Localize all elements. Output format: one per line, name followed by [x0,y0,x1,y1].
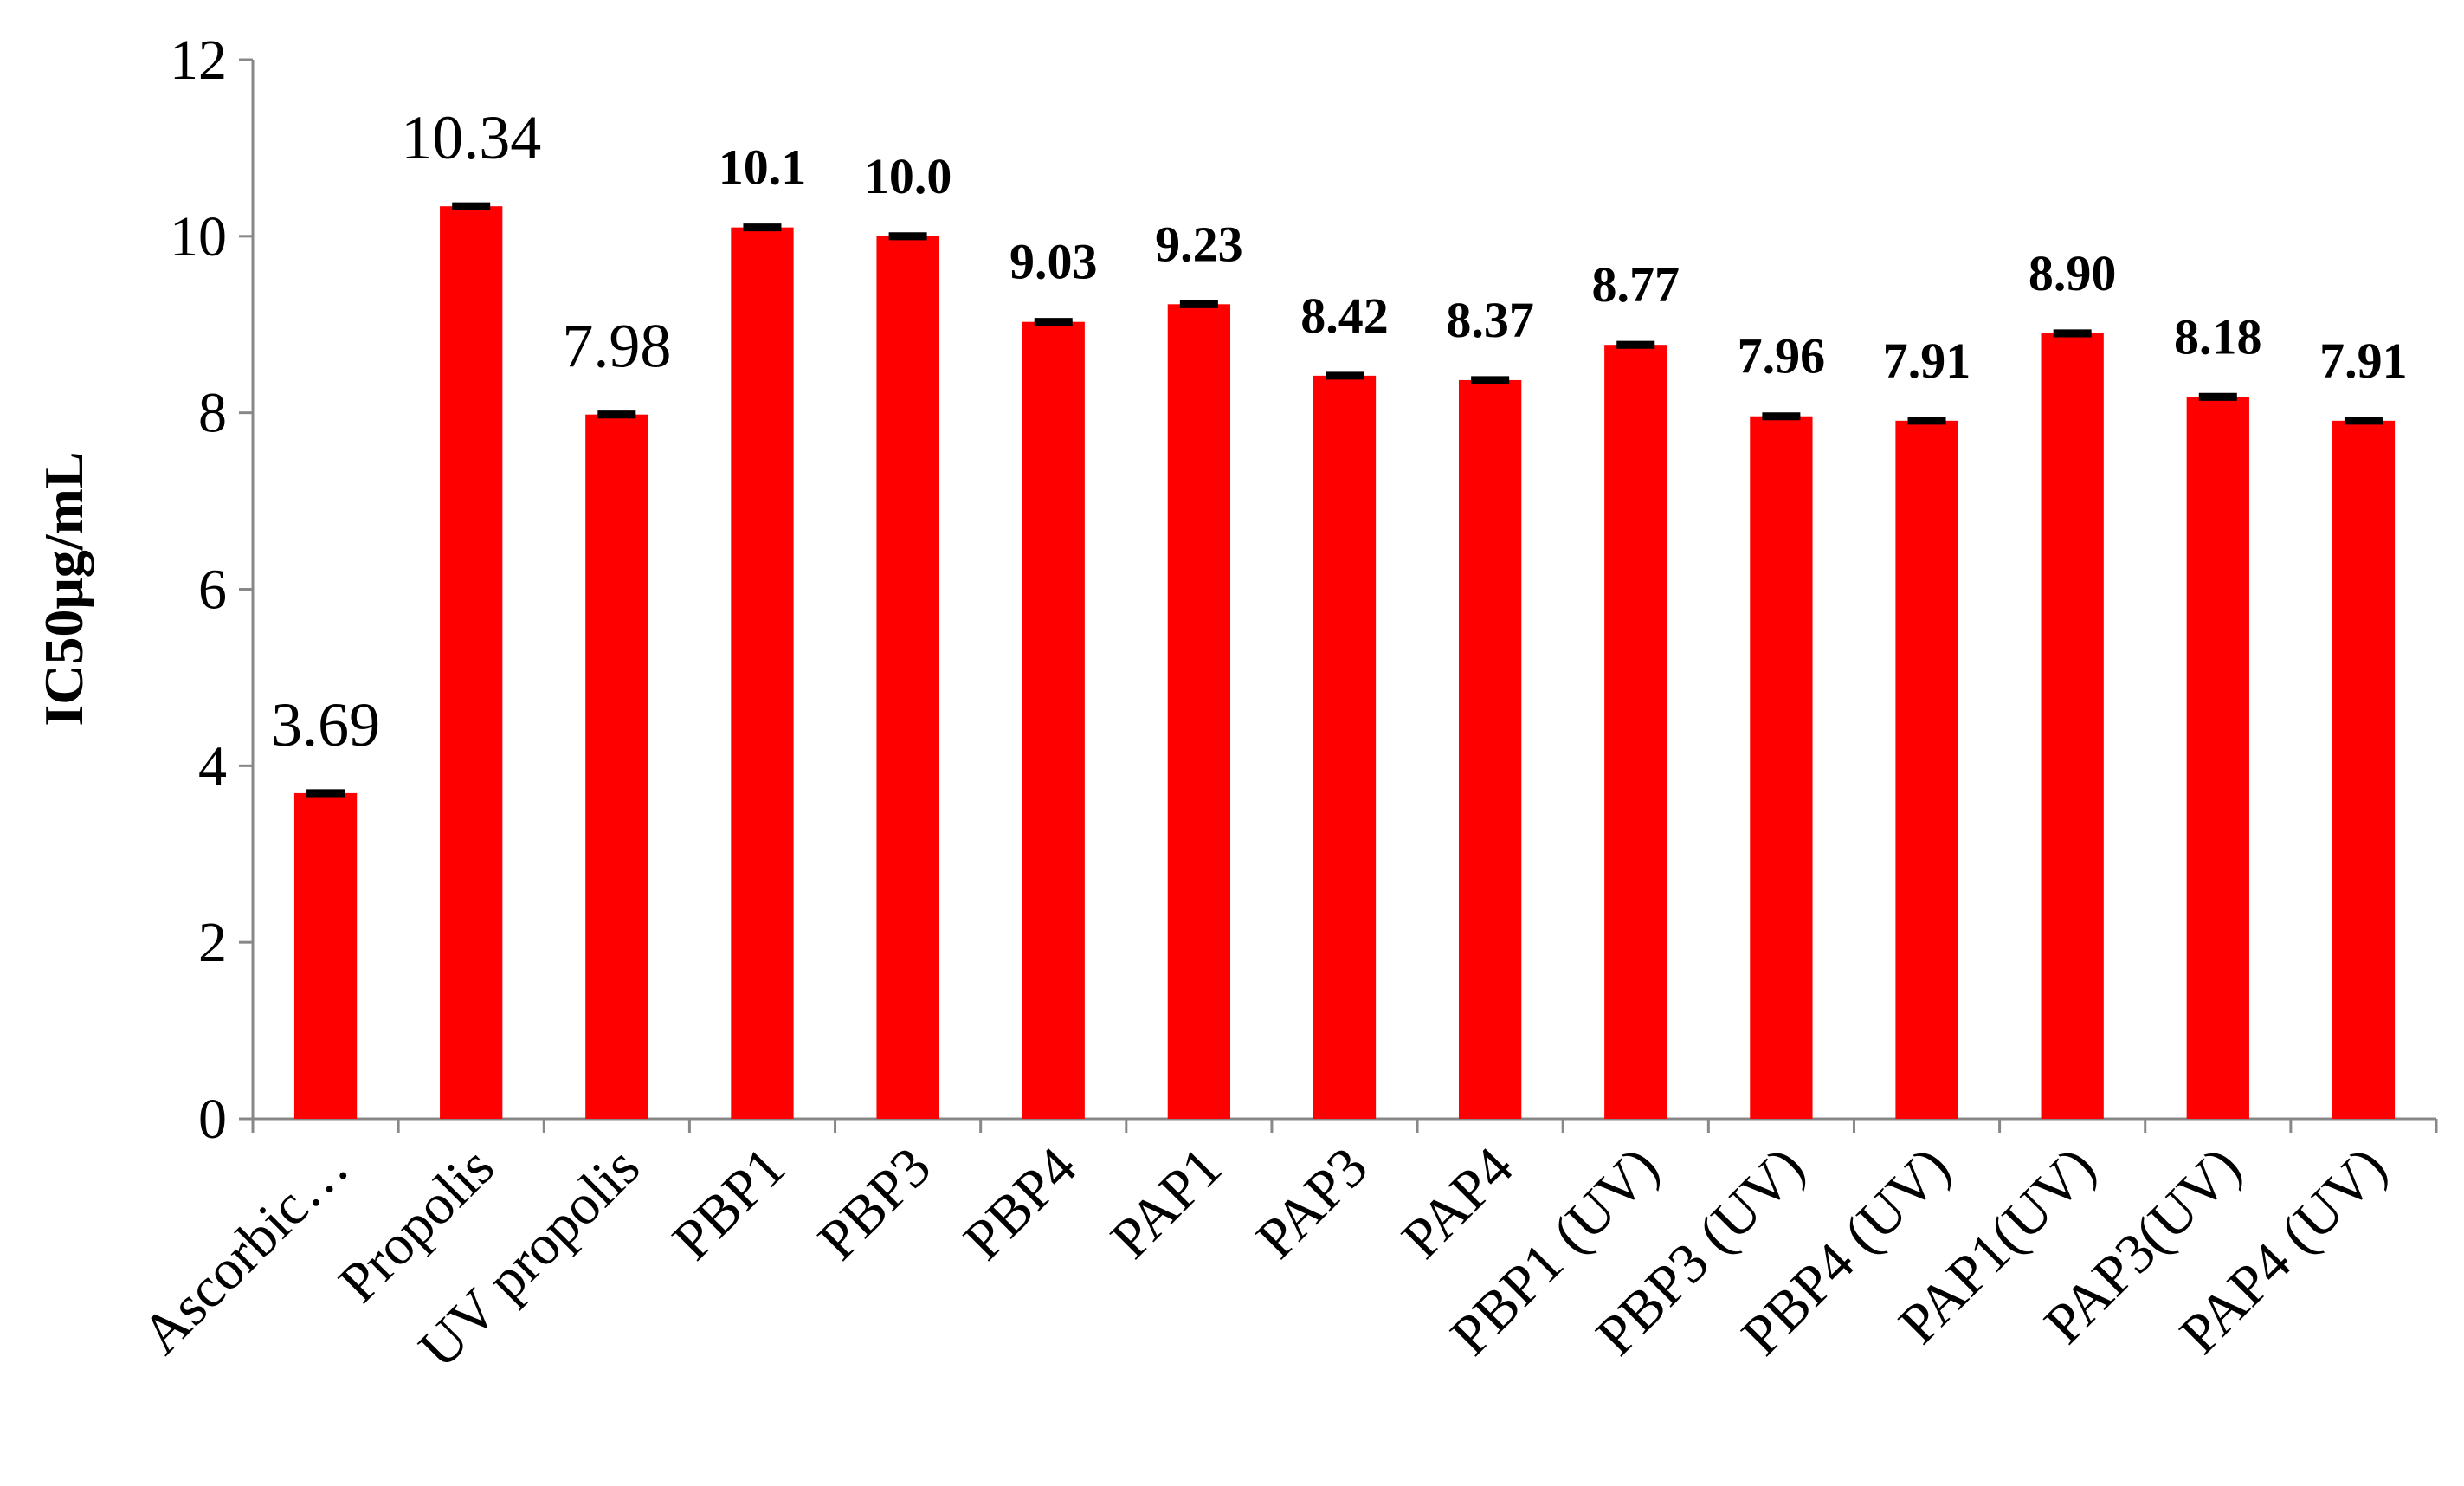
bar [1167,304,1231,1119]
error-bar [743,223,782,232]
bar [1750,416,1813,1119]
error-bar [1471,376,1510,384]
error-bar [1907,417,1946,425]
x-tick-label: Ascorbic… [130,1135,361,1366]
bar [1458,379,1522,1119]
bar [585,414,648,1120]
error-bar [452,202,491,210]
data-label: 9.03 [1009,234,1098,290]
x-tick-label: PBP3 [806,1135,943,1272]
bar [1895,420,1958,1119]
data-label: 7.91 [2319,333,2408,389]
bar [2186,397,2249,1119]
bar [731,227,794,1120]
error-bar [306,789,345,798]
data-label: 3.69 [271,690,380,759]
error-bar [1762,412,1801,421]
x-tick-label: PAP1 [1099,1135,1234,1270]
y-tick-label: 2 [198,911,227,974]
x-tick-label: PBP1 [661,1135,797,1272]
data-label: 8.42 [1300,288,1389,344]
bar [1604,345,1667,1120]
data-label: 10.0 [864,148,952,204]
x-tick-label: PAP3 [1244,1135,1379,1270]
error-bar [1179,300,1218,308]
error-bar [1616,340,1655,349]
y-tick-label: 6 [198,559,227,622]
bar [1313,375,1377,1119]
data-label: 8.90 [2029,245,2117,301]
data-label: 9.23 [1155,216,1243,272]
data-label: 7.91 [1883,333,1971,389]
y-tick-label: 12 [170,29,227,92]
bar [1022,321,1085,1119]
x-tick-label: PAP4 [1390,1135,1525,1270]
bar [2041,333,2104,1120]
data-label: 10.1 [719,139,807,196]
error-bar [597,410,636,419]
data-label: 10.34 [401,103,541,172]
y-axis-title: IC50μg/mL [33,451,94,726]
error-bar [2053,329,2092,338]
y-tick-label: 10 [170,205,227,268]
error-bar [1326,372,1364,380]
error-bar [1034,318,1073,326]
error-bar [2344,417,2383,425]
x-tick-label: PBP4 [951,1135,1088,1272]
bar [293,792,358,1119]
y-tick-label: 0 [198,1088,227,1151]
error-bar [888,232,927,241]
data-label: 8.77 [1592,256,1680,313]
y-tick-label: 8 [198,382,227,445]
data-label: 8.18 [2174,308,2262,365]
data-label: 7.96 [1738,328,1826,384]
error-bar [2198,392,2237,401]
y-tick-label: 4 [198,734,227,798]
bar [2332,420,2396,1119]
data-label: 7.98 [562,312,671,381]
bar [440,206,503,1120]
bar [876,236,939,1119]
data-label: 8.37 [1446,292,1534,348]
